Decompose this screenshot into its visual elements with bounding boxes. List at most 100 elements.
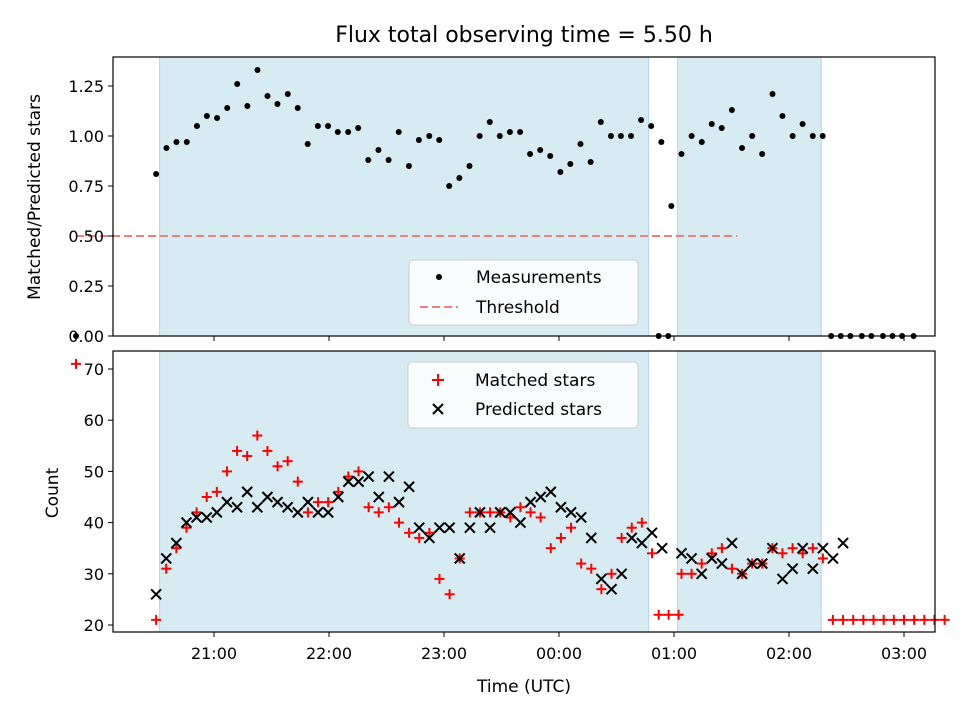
matched-star-point bbox=[807, 543, 818, 554]
matched-star-point bbox=[242, 451, 253, 462]
legend-plus-marker bbox=[432, 374, 444, 386]
measurement-point bbox=[749, 133, 756, 139]
measurement-point bbox=[224, 105, 231, 111]
predicted-star-point bbox=[413, 522, 425, 534]
measurement-point bbox=[173, 139, 180, 145]
measurement-point bbox=[789, 133, 796, 139]
y-tick-label: 0.25 bbox=[68, 277, 104, 296]
measurement-point bbox=[628, 133, 635, 139]
predicted-star-point bbox=[454, 552, 466, 565]
matched-star-point bbox=[838, 614, 849, 625]
legend-x-marker bbox=[432, 403, 444, 415]
matched-star-point bbox=[232, 445, 243, 456]
measurement-point bbox=[264, 93, 271, 99]
predicted-star-point bbox=[312, 506, 324, 519]
matched-star-point bbox=[353, 466, 364, 477]
measurement-point bbox=[819, 133, 826, 139]
measurement-point bbox=[314, 123, 321, 129]
matched-star-point bbox=[919, 614, 930, 625]
matched-star-point bbox=[292, 476, 303, 487]
measurement-point bbox=[325, 123, 332, 129]
matched-star-point bbox=[716, 543, 727, 554]
matched-star-point bbox=[576, 558, 587, 569]
matched-star-point bbox=[525, 507, 536, 518]
predicted-star-point bbox=[201, 511, 213, 524]
measurement-point bbox=[617, 133, 624, 139]
bottom-axes: 20 30 40 50 60 70 21:00 22:00 23:00 00:00 01:00 02:… bbox=[71, 350, 950, 663]
measurement-point bbox=[658, 139, 665, 145]
measurement-point bbox=[193, 123, 200, 129]
matched-star-point bbox=[586, 563, 597, 574]
measurement-point bbox=[809, 133, 816, 139]
top-y-axis-label: Matched/Predicted stars bbox=[25, 94, 45, 300]
predicted-star-point bbox=[776, 573, 789, 585]
matched-star-point bbox=[535, 512, 546, 523]
matched-star-point bbox=[878, 614, 889, 625]
measurement-point bbox=[739, 145, 746, 151]
measurement-point bbox=[527, 151, 534, 157]
predicted-star-point bbox=[251, 501, 264, 513]
y-tick-label: 40 bbox=[84, 514, 104, 533]
predicted-star-point bbox=[766, 542, 779, 554]
y-tick-label: 1.00 bbox=[68, 127, 104, 146]
axes-frame bbox=[112, 350, 936, 633]
predicted-star-point bbox=[241, 486, 253, 498]
y-tick-label: 30 bbox=[84, 565, 104, 584]
matched-star-point bbox=[696, 558, 707, 569]
y-tick-label: 0.75 bbox=[68, 177, 104, 196]
matched-star-point bbox=[262, 445, 273, 456]
measurement-point bbox=[214, 115, 221, 121]
predicted-star-point bbox=[383, 470, 395, 483]
chart-title: Flux total observing time = 5.50 h bbox=[335, 23, 713, 48]
matched-star-point bbox=[566, 522, 577, 533]
predicted-star-point bbox=[726, 537, 738, 549]
measurement-point bbox=[506, 129, 513, 135]
matched-star-point bbox=[646, 548, 657, 559]
matched-star-point bbox=[211, 486, 222, 497]
axes-frame bbox=[112, 56, 936, 337]
predicted-star-point bbox=[180, 516, 193, 529]
matched-star-point bbox=[181, 522, 192, 533]
legend-label-threshold: Threshold bbox=[475, 298, 560, 318]
measurement-point bbox=[385, 157, 392, 163]
predicted-star-point bbox=[160, 552, 172, 565]
measurement-point bbox=[466, 163, 473, 169]
legend-label-predicted: Predicted stars bbox=[475, 400, 602, 420]
matched-star-point bbox=[797, 548, 808, 559]
measurement-point bbox=[365, 157, 372, 163]
measurement-point bbox=[638, 117, 645, 123]
predicted-star-point bbox=[504, 506, 517, 519]
predicted-star-point bbox=[443, 522, 456, 534]
predicted-star-point bbox=[817, 542, 829, 554]
matched-star-point bbox=[323, 497, 334, 508]
predicted-star-point bbox=[423, 532, 436, 544]
matched-star-point bbox=[171, 543, 182, 554]
measurement-point bbox=[496, 133, 503, 139]
matched-star-point bbox=[485, 507, 496, 518]
legend-box bbox=[407, 361, 639, 429]
matched-star-point bbox=[596, 584, 607, 595]
predicted-star-point bbox=[605, 583, 618, 595]
matched-star-point bbox=[663, 609, 674, 620]
measurement-point bbox=[769, 91, 776, 97]
matched-star-point bbox=[726, 563, 737, 574]
x-tick-label: 00:00 bbox=[536, 644, 582, 663]
matched-star-point bbox=[545, 543, 556, 554]
measurement-point bbox=[274, 101, 281, 107]
measurement-point bbox=[557, 169, 564, 175]
measurement-point bbox=[597, 119, 604, 125]
measurement-point bbox=[183, 139, 190, 145]
measurement-point bbox=[698, 139, 705, 145]
x-tick-label: 03:00 bbox=[881, 644, 927, 663]
predicted-star-point bbox=[746, 557, 758, 570]
measurement-point bbox=[73, 333, 79, 339]
predicted-star-point bbox=[545, 486, 557, 498]
y-tick-label: 70 bbox=[84, 360, 104, 379]
matched-star-point bbox=[817, 553, 828, 564]
measurement-point bbox=[153, 171, 160, 177]
matched-star-point bbox=[191, 507, 202, 518]
measurement-point bbox=[395, 129, 402, 135]
predicted-star-point bbox=[736, 568, 748, 580]
predicted-star-point bbox=[706, 552, 718, 565]
